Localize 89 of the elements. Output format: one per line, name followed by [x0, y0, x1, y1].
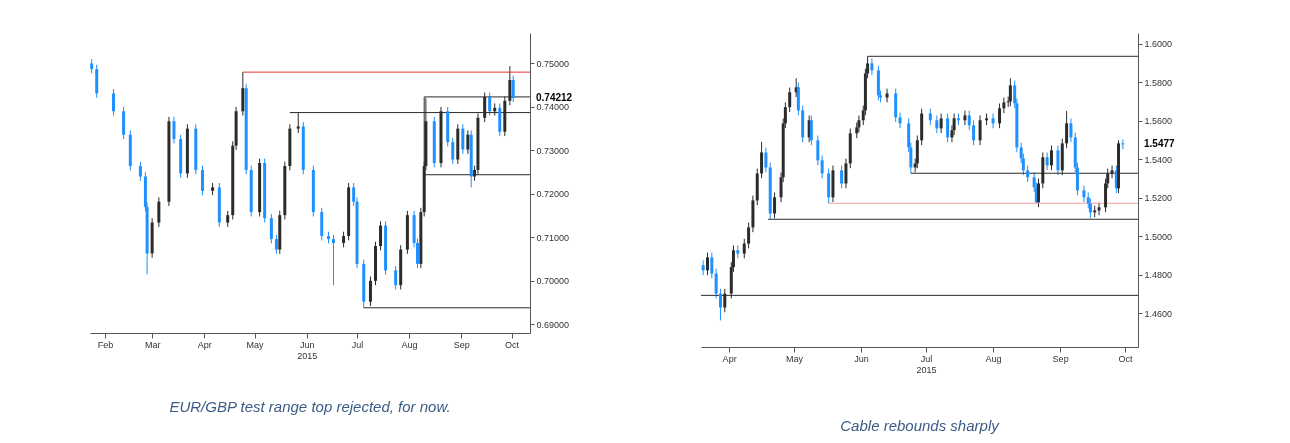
candlestick: [320, 207, 324, 241]
x-tick-label: Jul: [351, 339, 364, 350]
x-tick-label: Mar: [144, 339, 161, 350]
candlestick: [1065, 110, 1069, 149]
candlestick: [894, 88, 898, 123]
candlestick: [1045, 151, 1049, 171]
y-tick-label: 1.4800: [1144, 270, 1173, 281]
x-tick-label: Oct: [505, 339, 520, 350]
y-tick-label: 0.69000: [536, 319, 570, 330]
candlestick: [1082, 185, 1086, 203]
candlestick: [946, 113, 950, 143]
x-tick-label: Jun 2015: [297, 339, 318, 361]
candlestick: [705, 252, 709, 276]
x-tick-label: Jul 2015: [916, 353, 937, 375]
candlestick: [1056, 145, 1060, 176]
candlestick: [138, 161, 142, 182]
candlestick: [488, 92, 492, 117]
candlestick: [939, 113, 943, 134]
x-tick-label: May: [246, 339, 265, 350]
candlestick: [760, 141, 764, 179]
y-tick-label: 1.5000: [1144, 231, 1173, 242]
candlestick: [172, 116, 176, 144]
candlestick: [963, 110, 967, 126]
candlestick: [122, 106, 126, 140]
candlestick: [274, 234, 278, 255]
y-tick-label: 0.71000: [536, 232, 570, 243]
x-tick-label: Aug: [985, 353, 1002, 364]
candlestick: [1069, 118, 1073, 143]
y-tick-label: 1.4600: [1144, 308, 1173, 319]
x-tick-label: Sep: [1052, 353, 1069, 364]
x-tick-label: Apr: [197, 339, 212, 350]
candlestick: [967, 110, 971, 131]
candlestick: [816, 134, 820, 166]
x-tick-label: May: [786, 353, 804, 364]
y-tick-label: 1.5600: [1144, 116, 1173, 127]
candlestick: [157, 196, 161, 228]
candlestick: [972, 119, 976, 146]
y-tick-label: 0.73000: [536, 145, 570, 156]
candlestick: [991, 113, 995, 129]
candlestick: [241, 71, 245, 117]
y-tick-label: 0.75000: [536, 58, 570, 69]
candlestick: [394, 265, 398, 291]
candlestick: [840, 165, 844, 189]
candlestick: [898, 112, 902, 129]
text: Cable rebounds sharply: [840, 417, 1001, 434]
candlestick: [269, 213, 273, 244]
y-tick-label: 0.70000: [536, 276, 570, 287]
candlestick: [978, 114, 982, 146]
candlestick: [827, 168, 831, 204]
candlestick: [870, 58, 874, 76]
candlestick: [201, 165, 205, 196]
text: 0.74212: [536, 91, 573, 103]
candlestick: [332, 234, 336, 286]
text: 1.5477: [1144, 138, 1176, 150]
candlestick: [379, 220, 383, 251]
y-tick-label: 1.5800: [1144, 77, 1173, 88]
candlestick: [498, 102, 502, 137]
y-tick-label: 1.5200: [1144, 193, 1173, 204]
text: EUR/GBP test range top rejected, for now.: [169, 398, 451, 415]
candlestick: [820, 155, 824, 179]
candlestick: [710, 252, 714, 279]
y-tick-label: 0.74000: [536, 102, 570, 113]
candlestick: [511, 75, 515, 103]
candlestick: [1049, 145, 1053, 171]
x-tick-label: Feb: [97, 339, 114, 350]
x-tick-label: Apr: [722, 353, 737, 364]
x-tick-label: Jun: [854, 353, 869, 364]
candlestick: [466, 129, 470, 155]
y-tick-label: 1.6000: [1144, 39, 1173, 50]
candlestick: [1121, 139, 1125, 150]
candlestick: [461, 123, 465, 155]
x-tick-label: Oct: [1118, 353, 1134, 364]
y-tick-label: 0.72000: [536, 189, 570, 200]
candlestick: [714, 268, 718, 299]
candlestick: [742, 238, 746, 259]
candlestick: [112, 88, 116, 117]
candlestick: [764, 147, 768, 173]
candlestick: [998, 103, 1002, 129]
candlestick: [788, 87, 792, 113]
candlestick: [1002, 97, 1006, 114]
x-tick-label: Aug: [401, 339, 418, 350]
candlestick: [885, 88, 889, 103]
candlestick: [718, 288, 722, 321]
candlestick: [1097, 202, 1101, 216]
candlestick: [844, 158, 848, 189]
candlestick: [451, 137, 455, 165]
x-tick-label: Sep: [453, 339, 470, 350]
y-tick-label: 1.5400: [1144, 154, 1173, 165]
candlestick: [747, 222, 751, 249]
